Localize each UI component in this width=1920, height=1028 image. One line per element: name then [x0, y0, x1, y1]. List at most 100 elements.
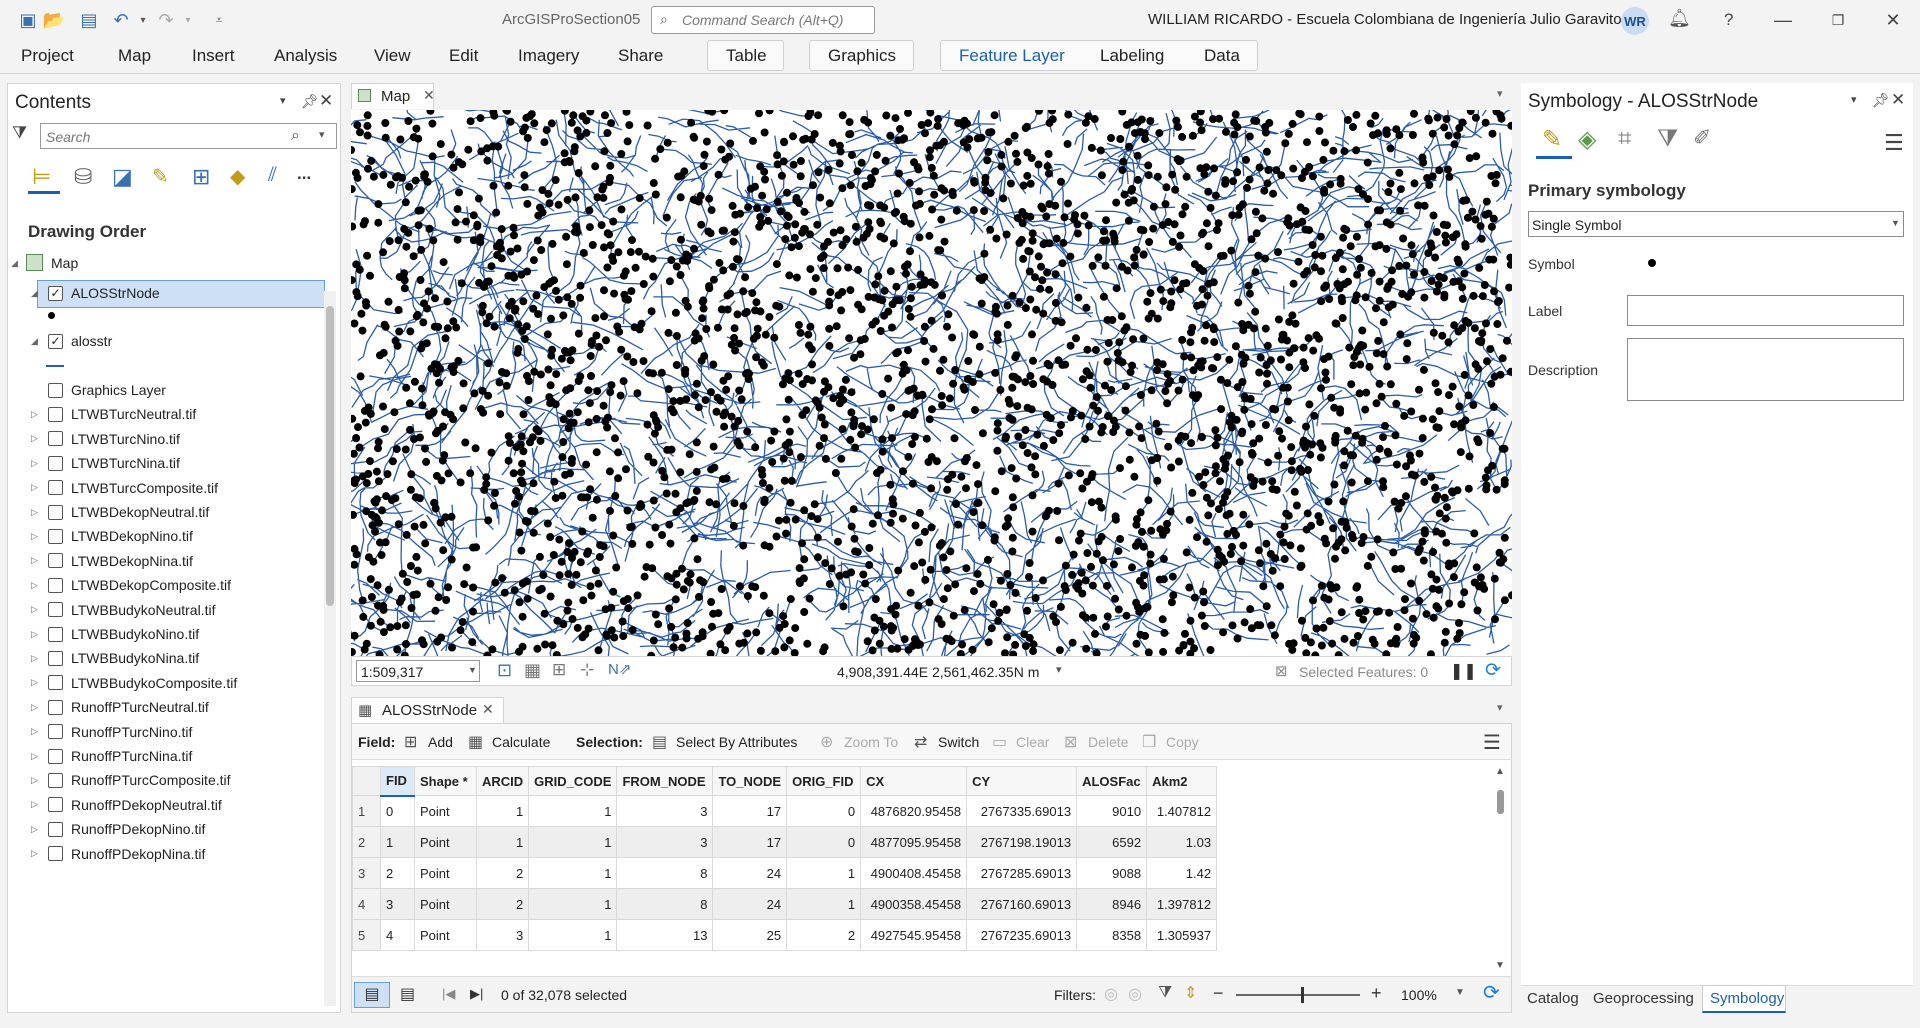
- collapse-icon[interactable]: ◢: [31, 335, 38, 346]
- tab-share[interactable]: Share: [618, 46, 664, 65]
- search-dropdown-icon[interactable]: ▾: [319, 129, 325, 141]
- column-header[interactable]: FROM_NODE: [616, 766, 714, 796]
- expand-icon[interactable]: ▷: [31, 701, 38, 712]
- symbology-menu-icon[interactable]: ☰: [1884, 130, 1904, 155]
- tree-layer-row[interactable]: ▷ LTWBBudykoNina.tif: [8, 646, 328, 670]
- scroll-up-icon[interactable]: ▲: [1495, 766, 1505, 777]
- table-cell[interactable]: 1: [528, 795, 618, 827]
- table-cell[interactable]: 8: [616, 888, 714, 920]
- expand-icon[interactable]: ▷: [31, 530, 38, 541]
- table-cell[interactable]: 24: [712, 857, 788, 889]
- contents-search-input[interactable]: Search ⌕ ▾: [40, 123, 337, 149]
- zoom-dropdown-icon[interactable]: ▼: [1455, 987, 1465, 998]
- table-cell[interactable]: 1.305937: [1146, 919, 1218, 951]
- zoom-slider[interactable]: [1236, 994, 1360, 996]
- table-scrollbar[interactable]: ▲ ▼: [1493, 766, 1507, 976]
- tab-graphics[interactable]: Graphics: [828, 46, 897, 65]
- row-number[interactable]: 3: [352, 857, 381, 889]
- tab-geoprocessing[interactable]: Geoprocessing: [1593, 990, 1694, 1007]
- tree-layer-row[interactable]: ◢ ✓ alosstr: [8, 329, 328, 353]
- table-cell[interactable]: 8358: [1076, 919, 1148, 951]
- zoom-slider-thumb[interactable]: [1301, 987, 1304, 1003]
- table-cell[interactable]: 3: [475, 919, 530, 951]
- expand-icon[interactable]: ▷: [31, 433, 38, 444]
- column-header[interactable]: ORIG_FID: [786, 766, 862, 796]
- expand-icon[interactable]: ▷: [31, 506, 38, 517]
- row-number[interactable]: 5: [352, 919, 381, 951]
- table-cell[interactable]: 4877095.95458: [860, 826, 968, 858]
- pane-menu-icon[interactable]: ▾: [1851, 94, 1857, 106]
- help-button[interactable]: ?: [1724, 10, 1734, 29]
- expand-icon[interactable]: ▷: [31, 726, 38, 737]
- scrollbar-thumb[interactable]: [326, 306, 334, 606]
- filter-time-icon[interactable]: ◎: [1128, 986, 1142, 1003]
- layer-visibility-checkbox[interactable]: [48, 626, 63, 642]
- expand-icon[interactable]: ▷: [31, 848, 38, 859]
- table-cell[interactable]: 17: [712, 826, 788, 858]
- redo-dropdown-icon[interactable]: ▾: [185, 14, 191, 26]
- tree-layer-row[interactable]: ▷ RunoffPTurcNina.tif: [8, 744, 328, 768]
- table-row[interactable]: 2 1 Point 1 1 3 17 0 4877095.95458 2767198.19013 6…: [352, 826, 1218, 858]
- coordinate-format-dropdown-icon[interactable]: ▾: [1056, 664, 1062, 676]
- tab-insert[interactable]: Insert: [192, 46, 235, 65]
- redo-icon[interactable]: ↷: [158, 9, 174, 30]
- table-cell[interactable]: 2: [475, 857, 530, 889]
- expand-icon[interactable]: ▷: [31, 652, 38, 663]
- table-cell[interactable]: 1: [475, 826, 530, 858]
- more-options-button[interactable]: ...: [297, 164, 312, 183]
- table-cell[interactable]: 2767335.69013: [966, 795, 1078, 827]
- new-project-icon[interactable]: ▣: [19, 9, 37, 30]
- tree-layer-row[interactable]: ▷ LTWBDekopNina.tif: [8, 549, 328, 573]
- table-cell[interactable]: 4900358.45458: [860, 888, 968, 920]
- correction-icon[interactable]: ⊹: [580, 660, 595, 679]
- column-header[interactable]: GRID_CODE: [528, 766, 618, 796]
- table-cell[interactable]: 8: [616, 857, 714, 889]
- description-input[interactable]: [1627, 338, 1904, 401]
- list-by-source-icon[interactable]: ⛁: [74, 164, 93, 189]
- layer-visibility-checkbox[interactable]: [48, 382, 63, 398]
- table-cell[interactable]: 4: [380, 919, 415, 951]
- list-by-perspective-icon[interactable]: ⫽: [268, 164, 277, 186]
- table-cell[interactable]: 2767285.69013: [966, 857, 1078, 889]
- tab-project[interactable]: Project: [21, 46, 74, 65]
- table-cell[interactable]: 6592: [1076, 826, 1148, 858]
- table-cell[interactable]: 1: [475, 795, 530, 827]
- column-header[interactable]: Akm2: [1146, 766, 1218, 796]
- snapping-icon[interactable]: ⊡: [497, 660, 513, 680]
- tree-layer-row[interactable]: ▷ LTWBBudykoComposite.tif: [8, 671, 328, 695]
- layer-visibility-checkbox[interactable]: ✓: [48, 333, 63, 349]
- tab-map[interactable]: Map: [118, 46, 152, 65]
- vary-symbology-icon[interactable]: ◈: [1578, 126, 1597, 153]
- layer-visibility-checkbox[interactable]: [48, 553, 63, 569]
- table-cell[interactable]: 25: [712, 919, 788, 951]
- row-height-icon[interactable]: ⇕: [1184, 985, 1198, 1002]
- constraints-icon[interactable]: ⊞: [552, 660, 567, 679]
- tree-layer-row[interactable]: ▷ RunoffPTurcNeutral.tif: [8, 695, 328, 719]
- north-arrow-icon[interactable]: N⇗: [608, 661, 632, 678]
- layer-visibility-checkbox[interactable]: [48, 650, 63, 666]
- delete-button[interactable]: Delete: [1088, 734, 1129, 750]
- row-number[interactable]: 4: [352, 888, 381, 920]
- expand-icon[interactable]: ▷: [31, 799, 38, 810]
- expand-icon[interactable]: ▷: [31, 555, 38, 566]
- tab-view[interactable]: View: [374, 46, 411, 65]
- table-row[interactable]: 4 3 Point 2 1 8 24 1 4900358.45458 2767160.69013 8…: [352, 888, 1218, 920]
- table-cell[interactable]: Point: [414, 919, 477, 951]
- layer-visibility-checkbox[interactable]: [48, 480, 63, 496]
- tree-layer-row[interactable]: ▷ RunoffPDekopNina.tif: [8, 842, 328, 866]
- tab-catalog[interactable]: Catalog: [1527, 990, 1579, 1007]
- table-cell[interactable]: Point: [414, 826, 477, 858]
- table-cell[interactable]: 1.407812: [1146, 795, 1218, 827]
- table-cell[interactable]: 1: [786, 857, 862, 889]
- open-project-icon[interactable]: 📂: [42, 9, 66, 30]
- show-selected-records-icon[interactable]: ▤: [400, 986, 416, 1003]
- scroll-down-icon[interactable]: ▼: [1495, 960, 1505, 971]
- table-cell[interactable]: 4900408.45458: [860, 857, 968, 889]
- tree-layer-row[interactable]: ▷ LTWBBudykoNino.tif: [8, 622, 328, 646]
- layer-visibility-checkbox[interactable]: [48, 724, 63, 740]
- layer-visibility-checkbox[interactable]: [48, 455, 63, 471]
- column-header[interactable]: TO_NODE: [712, 766, 788, 796]
- tree-layer-row[interactable]: ▷ LTWBTurcNino.tif: [8, 427, 328, 451]
- tree-layer-row[interactable]: ▷ LTWBTurcComposite.tif: [8, 476, 328, 500]
- table-cell[interactable]: 2767235.69013: [966, 919, 1078, 951]
